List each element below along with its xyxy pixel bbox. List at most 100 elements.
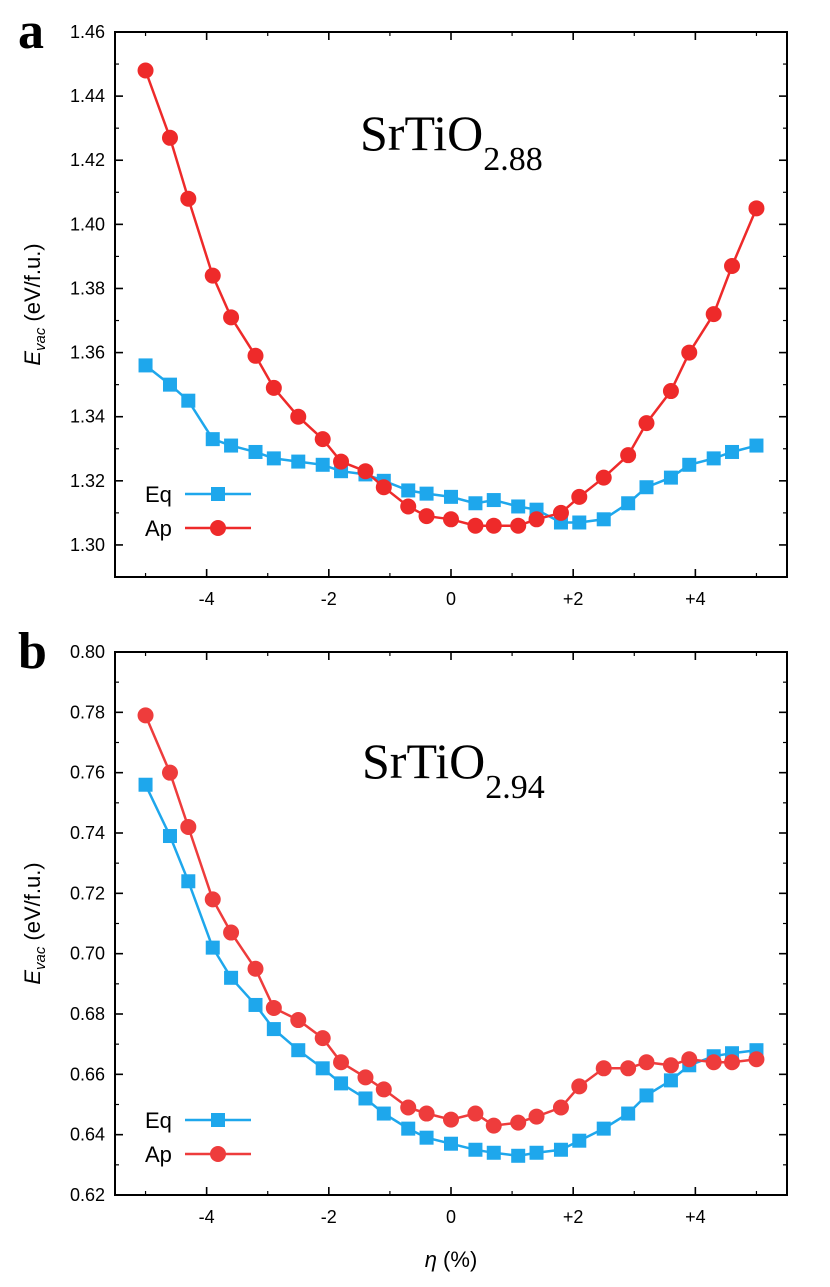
y-tick-label: 1.32 <box>70 471 105 491</box>
data-point-eq <box>572 515 587 530</box>
data-point-ap <box>137 62 154 79</box>
data-point-ap <box>400 498 417 515</box>
data-point-eq <box>401 483 416 498</box>
y-tick-label: 1.30 <box>70 535 105 555</box>
data-point-eq <box>376 1106 391 1121</box>
y-axis-units: (eV/f.u.) <box>20 862 45 940</box>
y-tick-label: 0.64 <box>70 1125 105 1145</box>
data-point-ap <box>204 891 221 908</box>
data-point-ap <box>400 1099 417 1116</box>
data-point-eq <box>621 1106 636 1121</box>
chart-title: SrTiO2.88 <box>360 105 543 178</box>
data-point-ap <box>375 1081 392 1098</box>
data-point-ap <box>247 347 264 364</box>
data-point-eq <box>248 997 263 1012</box>
y-tick-label: 0.68 <box>70 1004 105 1024</box>
y-tick-label: 0.78 <box>70 702 105 722</box>
data-point-eq <box>162 377 177 392</box>
panel-label: a <box>18 3 44 60</box>
panel-label: b <box>18 623 47 680</box>
data-point-eq <box>162 829 177 844</box>
data-point-ap <box>223 309 240 326</box>
data-point-ap <box>528 1108 545 1125</box>
data-point-ap <box>571 488 588 505</box>
y-axis-subscript: vac <box>32 327 49 351</box>
series-line-eq <box>144 784 757 1158</box>
data-point-eq <box>511 499 526 514</box>
data-point-ap <box>467 517 484 534</box>
data-point-ap <box>357 1069 374 1086</box>
data-point-eq <box>224 438 239 453</box>
x-axis-symbol: η <box>425 1247 437 1272</box>
y-tick-label: 0.70 <box>70 944 105 964</box>
data-point-ap <box>724 258 741 275</box>
data-point-ap <box>137 707 154 724</box>
y-tick-label: 1.34 <box>70 407 105 427</box>
series-eq <box>138 358 764 530</box>
data-point-ap <box>204 267 221 284</box>
data-point-ap <box>620 1060 637 1077</box>
legend-marker-eq <box>211 1113 225 1127</box>
data-point-ap <box>681 344 698 361</box>
y-tick-label: 1.44 <box>70 86 105 106</box>
data-point-ap <box>418 508 435 525</box>
data-point-ap <box>223 924 240 941</box>
legend-label-ap: Ap <box>145 516 172 541</box>
data-point-eq <box>596 1121 611 1136</box>
data-point-eq <box>682 457 697 472</box>
data-point-eq <box>419 486 434 501</box>
data-point-eq <box>511 1148 526 1163</box>
x-tick-label: +2 <box>563 589 584 609</box>
data-point-eq <box>553 1142 568 1157</box>
data-point-eq <box>639 480 654 495</box>
data-point-ap <box>290 408 307 425</box>
y-tick-label: 0.66 <box>70 1064 105 1084</box>
data-point-ap <box>748 200 765 217</box>
data-point-ap <box>467 1105 484 1122</box>
y-tick-label: 0.80 <box>70 642 105 662</box>
data-point-ap <box>333 453 350 470</box>
data-point-ap <box>375 479 392 496</box>
x-tick-label: -2 <box>321 589 337 609</box>
data-point-ap <box>290 1012 307 1029</box>
data-point-ap <box>620 447 637 464</box>
x-tick-label: +2 <box>563 1207 584 1227</box>
legend-marker-ap <box>210 520 226 536</box>
x-tick-label: 0 <box>446 589 456 609</box>
series-ap <box>137 707 765 1134</box>
data-point-eq <box>468 1142 483 1157</box>
data-point-ap <box>485 1117 502 1134</box>
data-point-eq <box>663 1073 678 1088</box>
data-point-ap <box>638 415 655 432</box>
legend-marker-ap <box>210 1146 226 1162</box>
data-point-eq <box>315 1061 330 1076</box>
data-point-ap <box>571 1078 588 1095</box>
chart-title-formula: SrTiO <box>362 733 485 789</box>
data-point-ap <box>333 1054 350 1071</box>
data-point-eq <box>444 1136 458 1151</box>
data-point-ap <box>314 431 331 448</box>
x-axis-units: (%) <box>437 1247 477 1272</box>
data-point-eq <box>138 358 153 373</box>
data-point-ap <box>247 960 264 977</box>
data-point-eq <box>266 1022 281 1037</box>
data-point-eq <box>444 489 458 504</box>
data-point-eq <box>725 444 740 459</box>
data-point-eq <box>291 1043 306 1058</box>
data-point-eq <box>596 512 611 527</box>
y-axis-symbol: E <box>20 351 45 366</box>
data-point-eq <box>486 493 501 508</box>
y-tick-label: 0.72 <box>70 883 105 903</box>
data-point-ap <box>552 1099 569 1116</box>
data-point-ap <box>265 379 282 396</box>
legend-label-ap: Ap <box>145 1142 172 1167</box>
data-point-ap <box>681 1051 698 1068</box>
data-point-eq <box>749 438 764 453</box>
data-point-ap <box>510 517 527 534</box>
data-point-ap <box>510 1114 527 1131</box>
data-point-eq <box>419 1130 434 1145</box>
data-point-ap <box>595 469 612 486</box>
legend: Eq Ap <box>145 482 251 541</box>
x-tick-label: -2 <box>321 1207 337 1227</box>
